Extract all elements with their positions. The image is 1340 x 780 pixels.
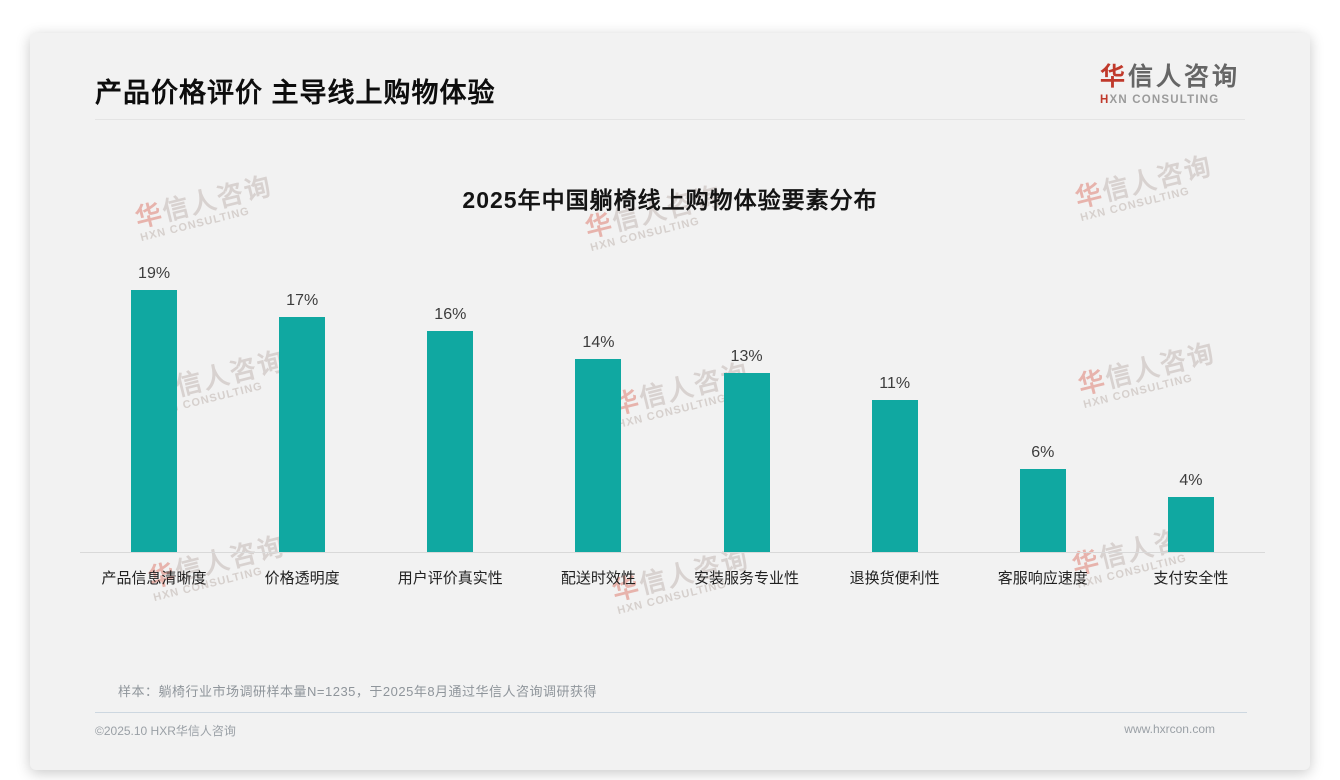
bar-column: 17%: [228, 292, 376, 552]
sample-note: 样本：躺椅行业市场调研样本量N=1235，于2025年8月通过华信人咨询调研获得: [118, 684, 598, 699]
category-label: 安装服务专业性: [694, 570, 800, 587]
chart-title: 2025年中国躺椅线上购物体验要素分布: [462, 187, 878, 213]
category-label: 退换货便利性: [849, 570, 940, 587]
category-label: 客服响应速度: [997, 570, 1088, 587]
bars-row: 19% 17% 16% 14% 13% 11% 6% 4%: [80, 252, 1265, 552]
x-axis-line: [80, 552, 1265, 553]
bar: [575, 358, 622, 552]
value-label: 19%: [138, 264, 171, 282]
value-label: 13%: [730, 347, 763, 365]
logo-chinese-text: 华信人咨询: [1099, 63, 1240, 91]
bar: [1019, 469, 1066, 552]
value-label: 6%: [1031, 444, 1055, 462]
bar-column: 11%: [821, 375, 969, 552]
category-label: 产品信息清晰度: [101, 570, 207, 587]
bar-column: 16%: [376, 306, 524, 552]
bar: [131, 289, 178, 552]
bar: [723, 372, 770, 552]
website-text: www.hxrcon.com: [1124, 722, 1215, 736]
bar-column: 13%: [673, 348, 821, 552]
bar-column: 6%: [969, 444, 1117, 552]
bar-column: 19%: [80, 265, 228, 552]
category-label: 支付安全性: [1153, 570, 1229, 587]
bar-column: 14%: [524, 334, 672, 552]
page-title: 产品价格评价 主导线上购物体验: [95, 78, 496, 108]
copyright-text: ©2025.10 HXR华信人咨询: [95, 724, 236, 738]
bar: [279, 317, 326, 552]
bar: [1167, 496, 1214, 552]
category-label: 配送时效性: [560, 570, 636, 587]
value-label: 17%: [286, 292, 319, 310]
value-label: 11%: [879, 375, 911, 393]
value-label: 16%: [434, 306, 467, 324]
logo-english-text: HXN CONSULTING: [1099, 94, 1220, 106]
category-label: 用户评价真实性: [397, 570, 503, 587]
company-logo: 华信人咨询 HXN CONSULTING: [1100, 57, 1240, 106]
bar: [871, 400, 918, 552]
report-card: 华信人咨询 HXN CONSULTING 华信人咨询 HXN CONSULTING 华信…: [30, 33, 1310, 770]
footer-divider: [95, 712, 1247, 713]
value-label: 4%: [1179, 471, 1203, 489]
category-label: 价格透明度: [264, 570, 340, 587]
bar: [427, 331, 474, 552]
header-divider: [95, 119, 1245, 120]
value-label: 14%: [582, 333, 615, 351]
bar-column: 4%: [1117, 472, 1265, 552]
category-row: 产品信息清晰度 价格透明度 用户评价真实性 配送时效性 安装服务专业性 退换货便利性 客服响…: [80, 567, 1265, 588]
